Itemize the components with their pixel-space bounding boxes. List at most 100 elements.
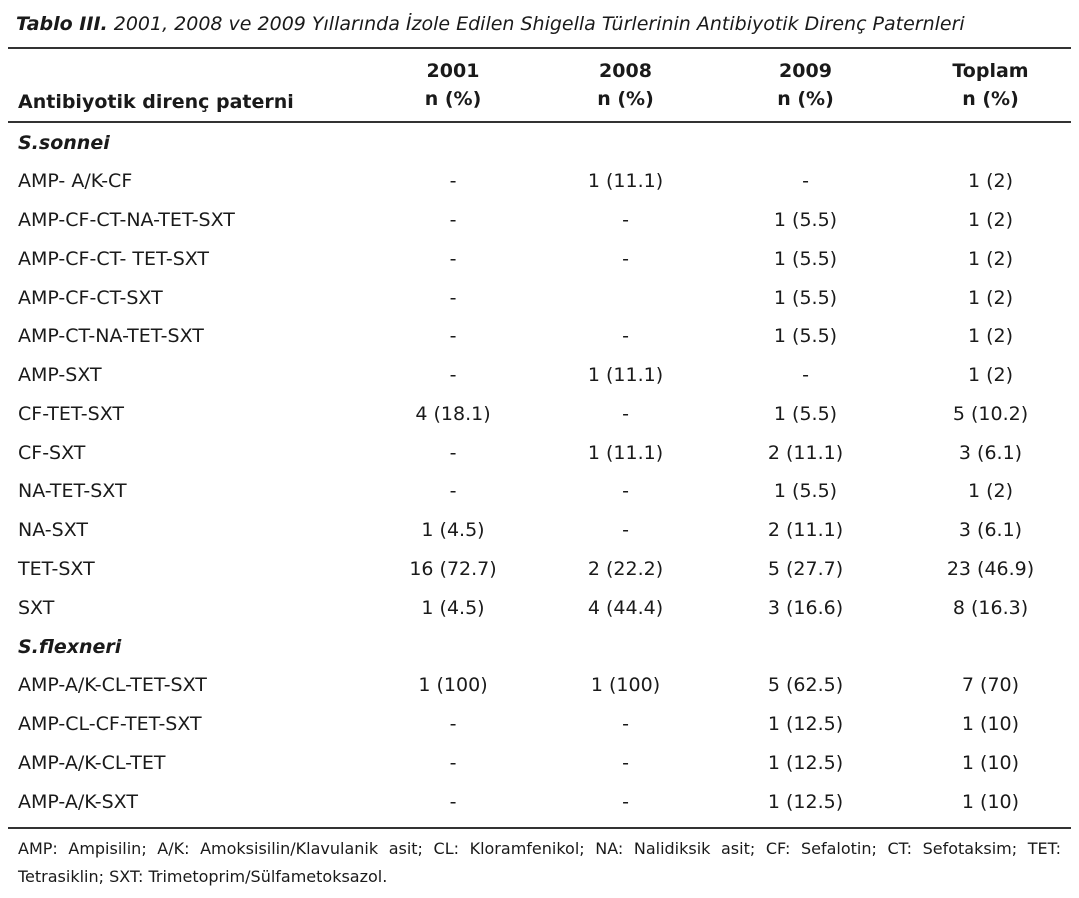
pattern-cell: SXT	[18, 596, 55, 619]
table-row: AMP-CF-CT-SXT - 1 (5.5) 1 (2)	[8, 278, 1071, 317]
value-cell: 1 (2)	[967, 247, 1014, 270]
value-cell: -	[449, 790, 457, 813]
value-cell: 5 (10.2)	[952, 402, 1029, 425]
table-row: CF-SXT - 1 (11.1) 2 (11.1) 3 (6.1)	[8, 433, 1071, 472]
table-row: AMP-SXT - 1 (11.1) - 1 (2)	[8, 356, 1071, 395]
value-cell: 1 (11.1)	[587, 441, 664, 464]
pattern-cell: AMP- A/K-CF	[18, 170, 133, 193]
value-cell: 1 (10)	[961, 713, 1020, 736]
pattern-cell: NA-SXT	[18, 519, 88, 542]
table-row: NA-TET-SXT - - 1 (5.5) 1 (2)	[8, 472, 1071, 511]
value-cell: -	[622, 402, 629, 425]
table-row: CF-TET-SXT 4 (18.1) - 1 (5.5) 5 (10.2)	[8, 395, 1071, 434]
value-cell: 1 (2)	[967, 286, 1014, 309]
header-year: 2009	[779, 60, 832, 82]
table-row: SXT 1 (4.5) 4 (44.4) 3 (16.6) 8 (16.3)	[8, 588, 1071, 627]
value-cell: -	[622, 713, 629, 736]
value-cell: -	[622, 325, 629, 348]
header-year: Toplam	[952, 60, 1029, 82]
pattern-cell: CF-SXT	[18, 441, 86, 464]
value-cell: 1 (12.5)	[767, 790, 844, 813]
value-cell: 3 (6.1)	[958, 441, 1023, 464]
value-cell: 16 (72.7)	[409, 557, 497, 580]
value-cell: 1 (5.5)	[773, 286, 838, 309]
caption-lead: Tablo III.	[16, 12, 108, 35]
value-cell: 1 (5.5)	[773, 402, 838, 425]
table-row: TET-SXT 16 (72.7) 2 (22.2) 5 (27.7) 23 (46.9…	[8, 550, 1071, 589]
pattern-cell: AMP-SXT	[18, 364, 102, 387]
value-cell: -	[622, 790, 629, 813]
value-cell: 1 (4.5)	[421, 519, 485, 542]
header-2008: 2008 n (%)	[553, 57, 698, 113]
value-cell: -	[802, 170, 809, 193]
pattern-cell: AMP-CL-CF-TET-SXT	[18, 713, 202, 736]
header-year: 2008	[599, 60, 652, 82]
value-cell: 1 (10)	[961, 751, 1020, 774]
value-cell: 1 (2)	[967, 170, 1014, 193]
value-cell: 1 (12.5)	[767, 713, 844, 736]
value-cell: -	[449, 247, 457, 270]
value-cell: 1 (2)	[967, 480, 1014, 503]
value-cell: 1 (2)	[967, 209, 1014, 232]
value-cell: 2 (11.1)	[767, 519, 844, 542]
value-cell: 2 (11.1)	[767, 441, 844, 464]
value-cell: 1 (10)	[961, 790, 1020, 813]
table-caption: Tablo III. 2001, 2008 ve 2009 Yıllarında…	[8, 0, 1071, 49]
value-cell: -	[622, 519, 629, 542]
table-header: Antibiyotik direnç paterni 2001 n (%) 20…	[8, 49, 1071, 123]
value-cell: -	[622, 209, 629, 232]
table-body: S.sonnei AMP- A/K-CF -1 (11.1) -1 (2) AMP-CF…	[8, 123, 1071, 821]
header-total: Toplam n (%)	[913, 57, 1068, 113]
value-cell: -	[449, 751, 457, 774]
pattern-cell: AMP-CF-CT-NA-TET-SXT	[18, 209, 235, 232]
value-cell: -	[622, 751, 629, 774]
value-cell: 5 (27.7)	[767, 557, 844, 580]
value-cell: -	[449, 170, 457, 193]
value-cell: -	[449, 209, 457, 232]
header-unit: n (%)	[424, 88, 482, 110]
value-cell: -	[449, 286, 457, 309]
section-heading: S.flexneri	[18, 635, 122, 658]
table-row: AMP-CT-NA-TET-SXT - - 1 (5.5) 1 (2)	[8, 317, 1071, 356]
value-cell: 3 (16.6)	[767, 596, 844, 619]
header-unit: n (%)	[597, 88, 654, 110]
value-cell: 5 (62.5)	[767, 674, 844, 697]
value-cell: 1 (5.5)	[773, 209, 838, 232]
pattern-cell: AMP-A/K-SXT	[18, 790, 138, 813]
value-cell: 1 (100)	[590, 674, 661, 697]
value-cell: 1 (5.5)	[773, 247, 838, 270]
table-row: AMP-CF-CT-NA-TET-SXT - - 1 (5.5) 1 (2)	[8, 201, 1071, 240]
caption-text: 2001, 2008 ve 2009 Yıllarında İzole Edil…	[113, 12, 965, 35]
value-cell: -	[802, 364, 809, 387]
table-row: AMP- A/K-CF - 1 (11.1) - 1 (2)	[8, 162, 1071, 201]
value-cell: 4 (18.1)	[415, 402, 491, 425]
value-cell: 1 (5.5)	[773, 325, 838, 348]
table-row: NA-SXT 1 (4.5) - 2 (11.1) 3 (6.1)	[8, 511, 1071, 550]
value-cell: 1 (11.1)	[587, 364, 664, 387]
header-2001: 2001 n (%)	[353, 57, 553, 113]
value-cell: 1 (2)	[967, 364, 1014, 387]
value-cell: 8 (16.3)	[952, 596, 1029, 619]
pattern-cell: AMP-CT-NA-TET-SXT	[18, 325, 204, 348]
value-cell: -	[449, 713, 457, 736]
value-cell: -	[622, 247, 629, 270]
value-cell: 1 (11.1)	[587, 170, 664, 193]
pattern-cell: TET-SXT	[18, 557, 95, 580]
table-footnote: AMP: Ampisilin; A/K: Amoksisilin/Klavula…	[8, 827, 1071, 891]
table-row: AMP-A/K-CL-TET-SXT 1 (100) 1 (100) 5 (62.5)…	[8, 666, 1071, 705]
table-row: AMP-A/K-CL-TET - - 1 (12.5) 1 (10)	[8, 744, 1071, 783]
value-cell: -	[449, 325, 457, 348]
value-cell: 1 (100)	[418, 674, 488, 697]
value-cell: -	[449, 364, 457, 387]
pattern-cell: CF-TET-SXT	[18, 402, 124, 425]
pattern-cell: AMP-A/K-CL-TET-SXT	[18, 674, 207, 697]
value-cell: 7 (70)	[961, 674, 1020, 697]
header-unit: n (%)	[777, 88, 834, 110]
value-cell: 3 (6.1)	[958, 519, 1023, 542]
section-heading: S.sonnei	[18, 131, 110, 154]
table-row: AMP-CL-CF-TET-SXT - - 1 (12.5) 1 (10)	[8, 705, 1071, 744]
header-pattern: Antibiyotik direnç paterni	[18, 91, 294, 113]
table-row: AMP-A/K-SXT - - 1 (12.5) 1 (10)	[8, 782, 1071, 821]
header-2009: 2009 n (%)	[698, 57, 913, 113]
